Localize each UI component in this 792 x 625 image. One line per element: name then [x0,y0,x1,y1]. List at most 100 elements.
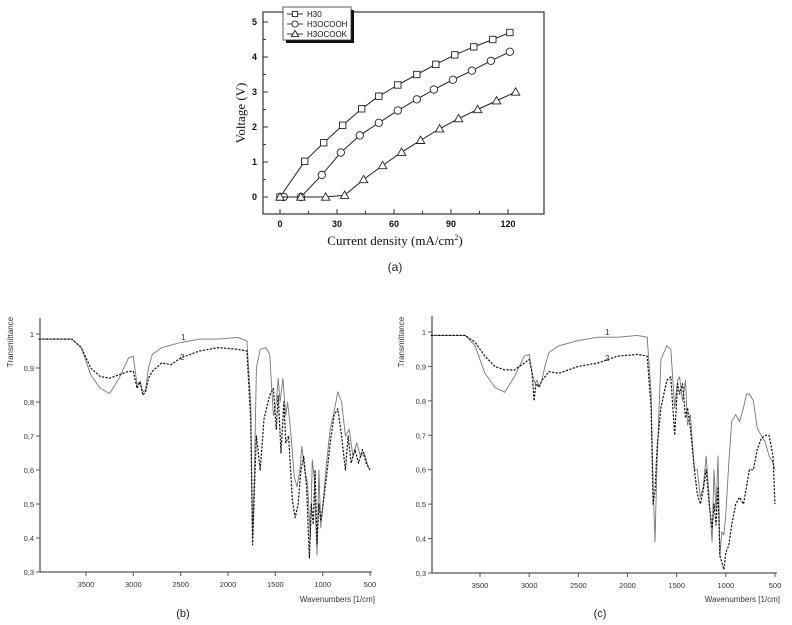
y-tick-label: 0,8 [416,397,426,406]
spectrum-curve-2 [38,338,371,560]
square-marker-icon [358,105,366,113]
circle-marker-icon [448,75,458,84]
y-tick-label: 0,4 [416,535,426,544]
x-tick-label-a: 30 [332,219,342,229]
axis-ticks-a: 0 30 60 90 120 0 1 2 3 4 5 [252,17,516,229]
legend-label: H30 [307,10,322,19]
square-marker-icon [489,35,497,44]
legend-label: H3OCOOK [307,30,348,39]
ir-spectrum-panel-c: 0,3 0,4 0,5 0,6 0,7 0,8 0,9 1 3500 3000 2500 2000 15… [397,316,781,620]
circle-marker-icon [374,118,383,127]
ylabel-b: Transmittance [6,316,15,367]
triangle-marker-icon [510,86,521,96]
triangle-marker-icon [434,123,445,133]
xlabel-c: Wavenumbers [1/cm] [705,595,780,604]
spectrum-curve-1 [38,336,371,556]
spectrum-curve-1 [430,334,776,557]
square-marker-icon [394,81,402,89]
y-tick-label: 0,5 [24,500,34,509]
caption-a: (a) [388,260,403,274]
xlabel-a: Current density (mA/cm2) [327,233,462,248]
x-tick-label: 2000 [619,581,636,590]
circle-marker-icon [291,20,299,28]
y-tick-label-a: 4 [252,52,257,62]
circle-marker-icon [317,170,326,180]
circle-marker-icon [486,56,496,65]
triangle-marker-icon [415,135,426,144]
square-marker-icon [339,121,347,129]
ylabel-a: Voltage (V) [233,83,248,144]
series-lines-a [275,28,521,202]
y-tick-label: 0,6 [416,466,426,475]
triangle-marker-icon [339,190,350,199]
y-tick-label: 0,7 [416,431,426,440]
circle-marker-icon [467,66,477,75]
x-tick-label: 2000 [220,580,237,589]
x-tick-label-a: 120 [500,219,515,229]
square-marker-icon [506,28,514,37]
triangle-marker-icon [358,174,369,184]
caption-b: (b) [176,608,189,620]
curve-label-1-c: 1 [605,328,610,337]
x-tick-label: 3500 [472,581,489,590]
triangle-marker-icon [377,160,388,170]
x-tick-label-a: 0 [277,219,282,229]
x-tick-label-a: 90 [446,219,456,229]
series-lines-c [430,334,776,571]
x-tick-label: 1000 [314,580,331,589]
curve-label-2-b: 2 [180,353,185,362]
x-tick-label: 3000 [521,581,538,590]
x-tick-label: 1500 [668,581,685,590]
y-tick-label: 1 [30,330,34,339]
y-tick-label: 0,9 [416,362,426,371]
triangle-marker-icon [275,191,285,201]
spectrum-curve-2 [430,334,776,571]
square-marker-icon [432,60,440,69]
square-marker-icon [470,43,478,51]
square-marker-icon [291,10,299,18]
square-marker-icon [301,157,309,165]
series-lines-b [38,336,371,560]
x-tick-label: 1500 [267,580,284,589]
square-marker-icon [320,139,328,147]
triangle-marker-icon [453,113,464,123]
triangle-marker-icon [320,191,331,201]
y-tick-label-a: 3 [252,87,257,97]
x-tick-label-a: 60 [389,219,399,229]
x-tick-label: 2500 [172,580,189,589]
x-tick-label: 1000 [717,581,734,590]
square-marker-icon [413,70,421,79]
circle-marker-icon [429,85,439,94]
ylabel-c: Transmittance [397,316,406,367]
triangle-marker-icon [491,95,502,105]
square-marker-icon [451,51,459,59]
triangle-marker-icon [295,191,306,201]
y-tick-label: 0,6 [24,466,34,475]
y-tick-label: 0,5 [416,500,426,509]
x-tick-label: 2500 [570,581,587,590]
curve-label-2-c: 2 [605,354,610,363]
x-tick-label: 3000 [125,580,142,589]
curve-label-1-b: 1 [181,333,186,342]
y-tick-label-a: 5 [252,17,257,27]
triangle-marker-icon [290,29,300,38]
y-tick-label: 1 [422,328,426,337]
y-tick-label: 0,7 [24,432,34,441]
circle-marker-icon [393,106,402,115]
x-tick-label: 3500 [78,580,95,589]
y-tick-label: 0,3 [416,569,426,578]
triangle-marker-icon [472,104,483,114]
circle-marker-icon [412,95,421,104]
series-line-h30 [279,32,511,198]
y-tick-label: 0,4 [24,534,34,543]
plot-area-a [262,11,545,215]
xlabel-b: Wavenumbers [1/cm] [300,595,375,604]
y-tick-label-a: 0 [252,192,257,202]
axes-c: 0,3 0,4 0,5 0,6 0,7 0,8 0,9 1 3500 3000 2500 2000 15… [416,316,781,590]
triangle-marker-icon [396,147,407,156]
